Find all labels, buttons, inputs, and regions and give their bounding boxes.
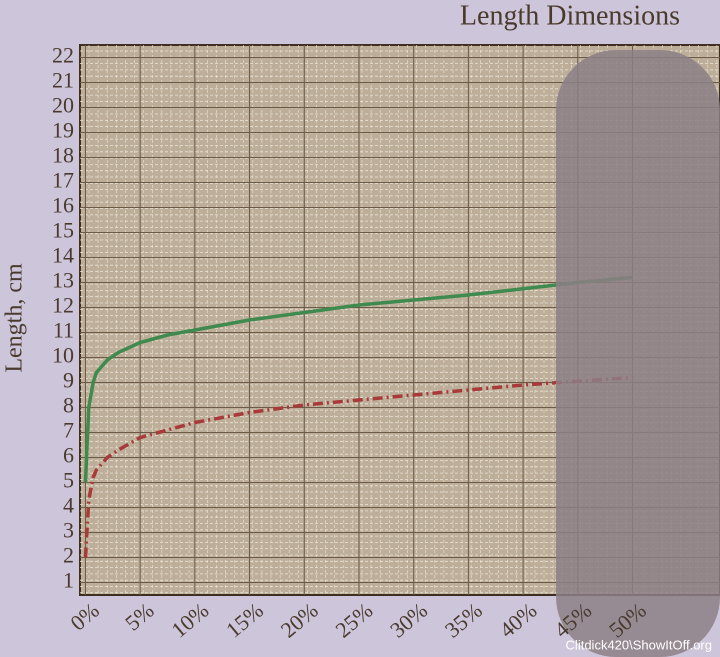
x-tick-label: 10% [166,598,213,643]
data-line [83,275,633,483]
x-tick-label: 30% [385,598,432,643]
y-tick-label: 7 [63,418,74,443]
y-tick-label: 2 [63,543,74,568]
data-line [83,375,633,558]
y-tick-label: 4 [63,493,74,518]
y-tick-label: 14 [52,243,74,268]
watermark: Clitdick420\ShowItOff.org [566,637,712,652]
x-tick-label: 25% [330,598,377,643]
y-tick-label: 12 [52,293,74,318]
x-tick-label: 0% [65,598,104,636]
y-tick-label: 20 [52,93,74,118]
y-tick-label: 8 [63,393,74,418]
x-tick-label: 15% [221,598,268,643]
y-tick-label: 1 [63,568,74,593]
x-tick-label: 40% [495,598,542,643]
y-tick-label: 3 [63,518,74,543]
y-tick-label: 15 [52,218,74,243]
y-tick-label: 11 [53,318,74,343]
y-tick-label: 6 [63,443,74,468]
chart-title: Length Dimensions [460,0,680,31]
y-tick-label: 18 [52,143,74,168]
y-tick-label: 17 [52,168,74,193]
y-axis-label: Length, cm [2,263,28,373]
y-tick-label: 5 [63,468,74,493]
x-tick-label: 35% [440,598,487,643]
x-tick-label: 20% [276,598,323,643]
x-tick-label: 5% [120,598,159,636]
y-tick-label: 13 [52,268,74,293]
y-tick-label: 9 [63,368,74,393]
y-tick-label: 22 [52,43,74,68]
y-tick-label: 21 [52,68,74,93]
y-tick-label: 10 [52,343,74,368]
y-tick-label: 19 [52,118,74,143]
y-tick-label: 16 [52,193,74,218]
photo-overlay [556,50,720,657]
